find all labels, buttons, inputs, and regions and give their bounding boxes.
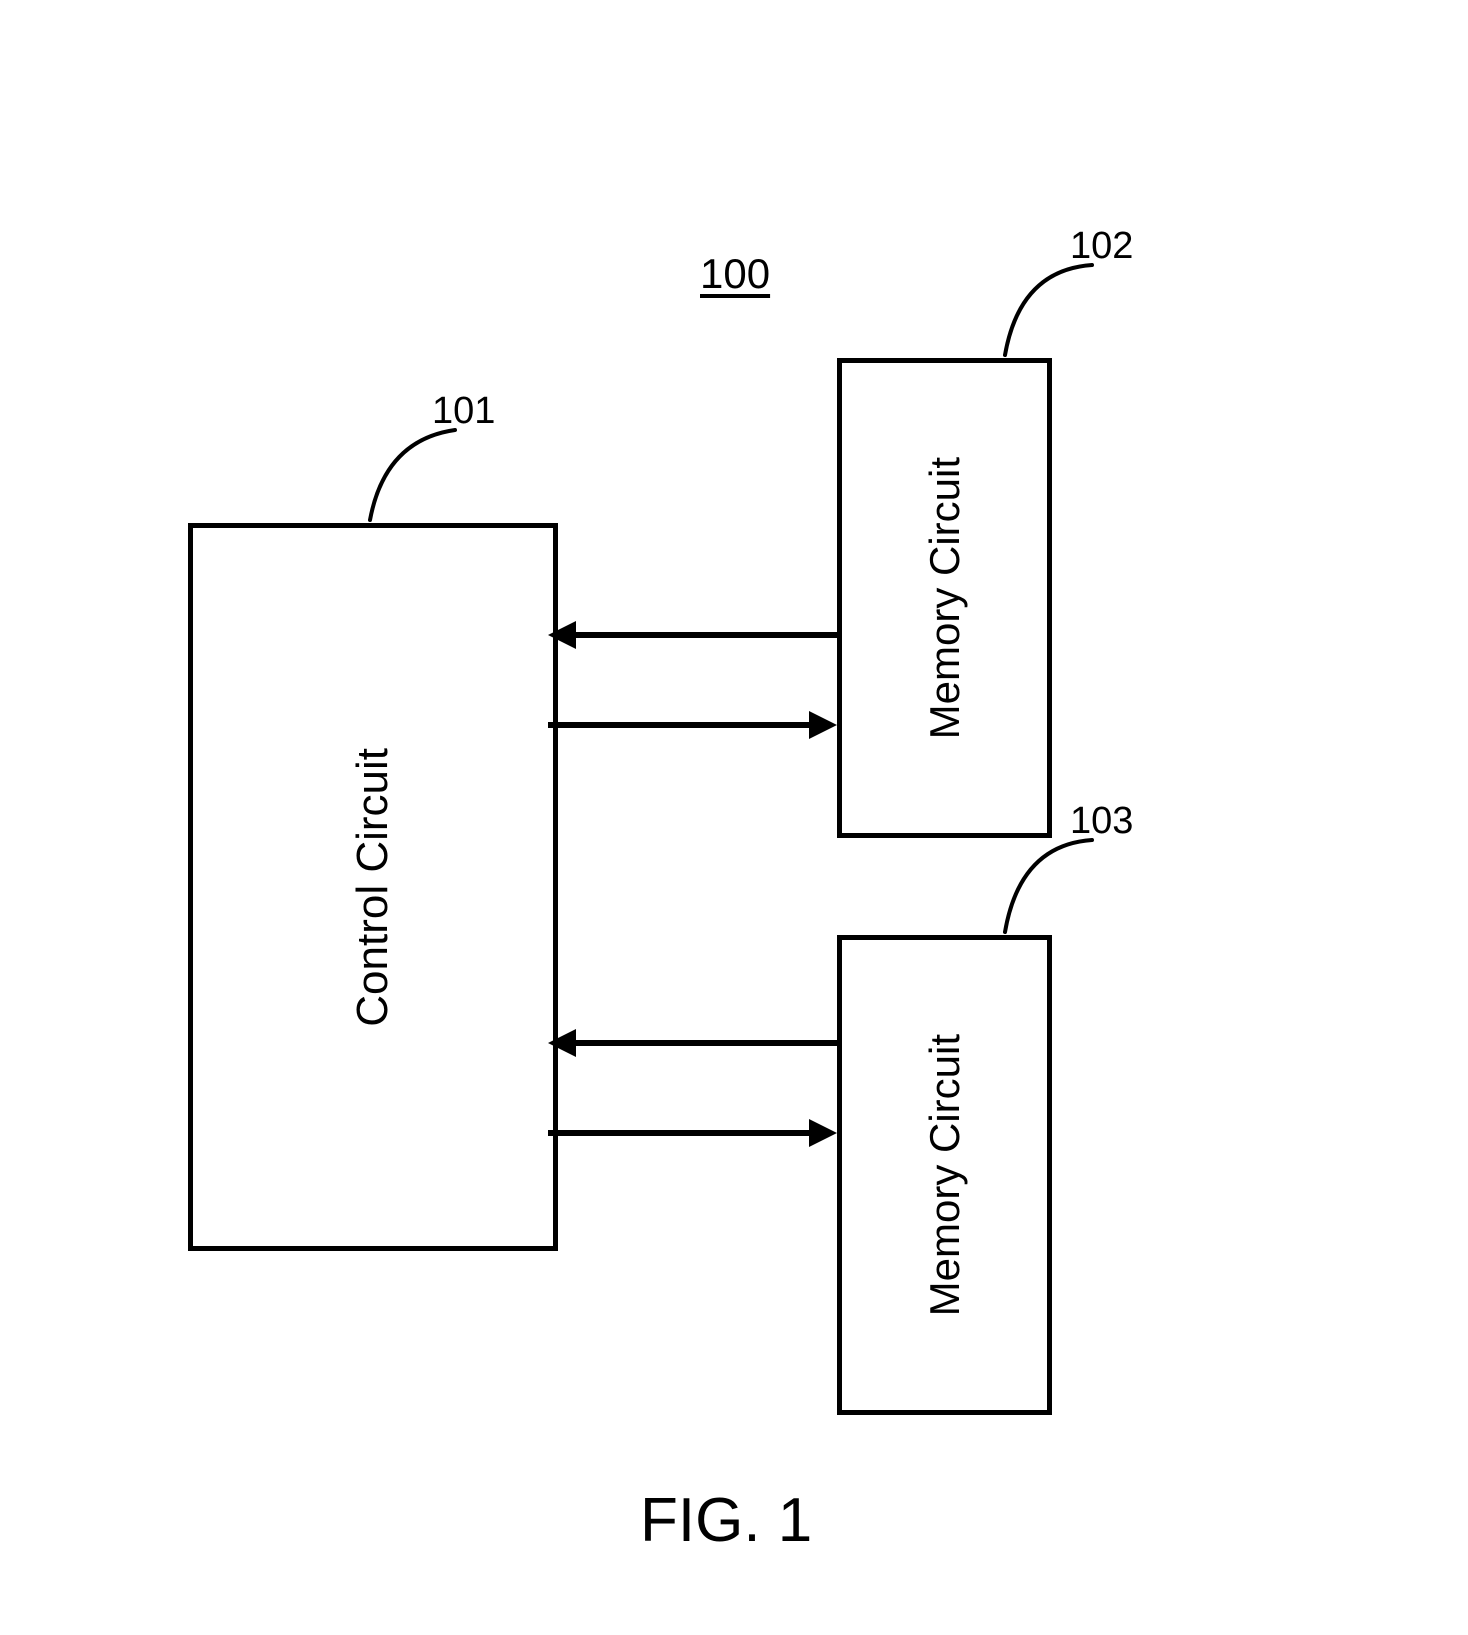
memory-circuit-bottom-label: Memory Circuit bbox=[921, 1034, 969, 1316]
memory-circuit-top-label: Memory Circuit bbox=[921, 457, 969, 739]
memory-bottom-ref-text: 103 bbox=[1070, 800, 1133, 842]
control-circuit-box: Control Circuit bbox=[188, 523, 558, 1251]
control-ref-text: 101 bbox=[432, 390, 495, 432]
figure-caption-text: FIG. 1 bbox=[640, 1486, 812, 1555]
memory-top-ref-text: 102 bbox=[1070, 225, 1133, 267]
diagram-stage: 100 Control Circuit Memory Circuit Memor… bbox=[0, 0, 1468, 1635]
memory-circuit-top-box: Memory Circuit bbox=[837, 358, 1052, 838]
figure-ref-text: 100 bbox=[700, 250, 770, 297]
figure-ref-label: 100 bbox=[700, 250, 770, 298]
memory-circuit-bottom-box: Memory Circuit bbox=[837, 935, 1052, 1415]
memory-bottom-ref-label: 103 bbox=[1070, 800, 1133, 843]
control-ref-label: 101 bbox=[432, 390, 495, 433]
memory-top-ref-label: 102 bbox=[1070, 225, 1133, 268]
figure-caption: FIG. 1 bbox=[640, 1485, 812, 1556]
control-circuit-label: Control Circuit bbox=[348, 748, 398, 1027]
